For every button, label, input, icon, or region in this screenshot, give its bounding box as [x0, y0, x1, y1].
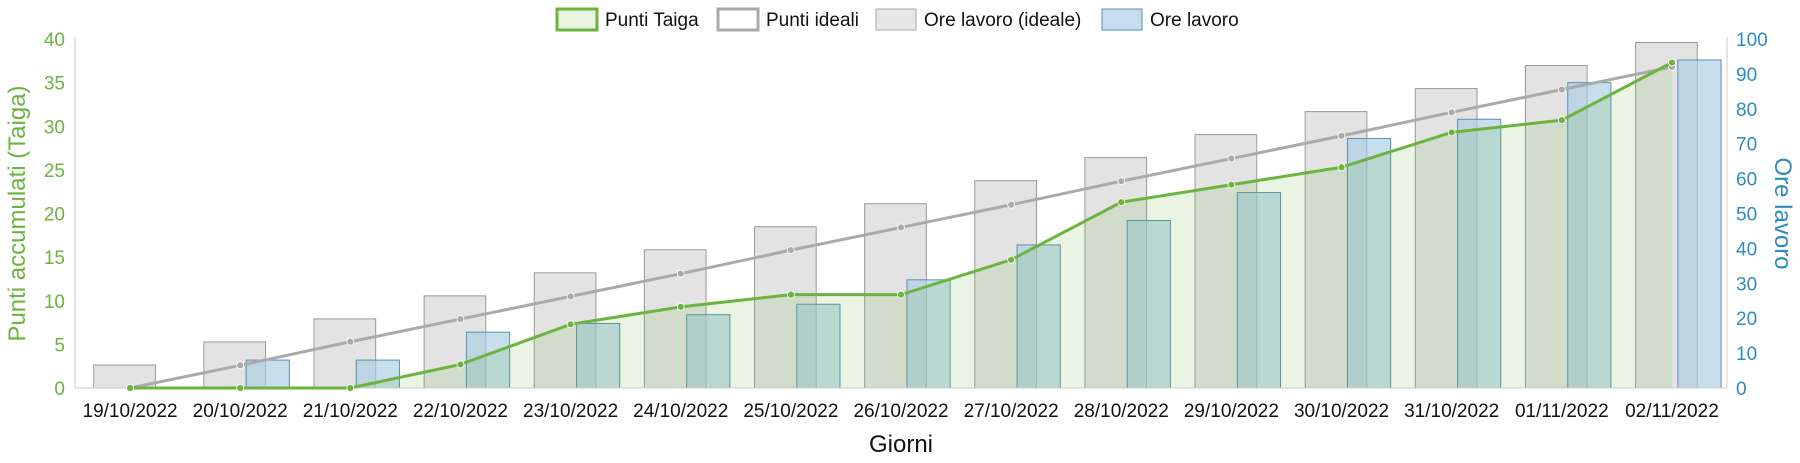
bar-ore-lavoro	[1457, 118, 1502, 389]
tick-label-x: 25/10/2022	[743, 401, 838, 422]
point-punti-ideali	[786, 246, 795, 255]
tick-label-left: 20	[44, 205, 65, 226]
tick-label-left: 25	[44, 161, 65, 182]
tick-label-left: 30	[44, 117, 65, 138]
point-punti-ideali	[1557, 85, 1566, 94]
bar-ore-lavoro	[686, 314, 731, 389]
tick-label-x: 29/10/2022	[1184, 401, 1279, 422]
tick-label-x: 21/10/2022	[303, 401, 398, 422]
tick-label-right: 100	[1736, 30, 1768, 51]
legend-swatch	[555, 7, 599, 32]
point-punti-taiga	[897, 290, 905, 299]
tick-label-left: 0	[54, 379, 65, 400]
tick-label-right: 40	[1736, 239, 1757, 260]
bar-ore-lavoro	[1016, 244, 1061, 389]
tick-label-x: 28/10/2022	[1074, 401, 1169, 422]
bar-ore-lavoro	[1346, 137, 1392, 389]
tick-label-right: 70	[1736, 135, 1757, 156]
point-punti-ideali	[1117, 177, 1126, 186]
tick-label-right: 80	[1736, 100, 1757, 121]
legend-swatch	[875, 8, 917, 31]
point-punti-taiga	[1557, 116, 1566, 125]
area-punti-taiga	[130, 62, 1672, 389]
point-punti-taiga	[236, 384, 245, 392]
point-punti-taiga	[1337, 163, 1346, 172]
point-punti-taiga	[126, 384, 134, 392]
tick-label-right: 50	[1736, 205, 1757, 226]
tick-label-x: 01/11/2022	[1515, 401, 1609, 422]
legend: Punti Taiga Punti ideali Ore lavoro (ideal…	[555, 7, 1239, 32]
tick-label-left: 40	[44, 30, 65, 51]
tick-label-left: 15	[44, 248, 65, 269]
bar-ore-lavoro	[796, 303, 841, 389]
bar-ore-lavoro	[245, 359, 290, 389]
tick-label-right: 60	[1736, 170, 1757, 191]
point-punti-taiga	[456, 360, 465, 369]
point-punti-taiga	[1007, 255, 1016, 264]
tick-label-x: 27/10/2022	[964, 401, 1059, 422]
point-punti-taiga	[346, 384, 355, 392]
tick-label-right: 90	[1736, 65, 1757, 86]
point-punti-ideali	[456, 315, 465, 323]
point-punti-ideali	[676, 269, 685, 278]
tick-label-x: 31/10/2022	[1404, 401, 1499, 422]
point-punti-ideali	[566, 292, 575, 301]
axes-layer: 0 5 10 15 20 25 30 35 40 0 10 20 30 40 50 60 70 80 90 100 19…	[4, 30, 1796, 458]
x-axis-title: Giorni	[869, 431, 933, 458]
area-layer	[130, 62, 1672, 389]
legend-label: Ore lavoro	[1150, 10, 1239, 31]
tick-label-x: 30/10/2022	[1294, 401, 1389, 422]
point-punti-taiga	[1117, 198, 1126, 207]
point-punti-ideali	[236, 361, 245, 370]
tick-label-left: 10	[44, 292, 65, 313]
point-punti-ideali	[1007, 200, 1016, 209]
bar-ore-lavoro	[576, 322, 621, 389]
point-punti-taiga	[566, 320, 575, 329]
tick-label-right: 10	[1736, 344, 1757, 365]
lines-layer	[126, 58, 1676, 392]
tick-label-x: 23/10/2022	[523, 401, 618, 422]
bar-ore-lavoro	[1126, 219, 1171, 389]
bar-ore-lavoro	[1236, 192, 1282, 389]
bar-ore-lavoro	[1677, 59, 1722, 389]
tick-label-x: 19/10/2022	[83, 401, 178, 422]
point-punti-taiga	[1227, 180, 1236, 189]
legend-label: Punti Taiga	[605, 10, 699, 31]
tick-label-x: 02/11/2022	[1625, 401, 1719, 422]
point-punti-ideali	[1447, 108, 1456, 117]
tick-label-left: 35	[44, 74, 65, 95]
point-punti-taiga	[786, 290, 795, 299]
point-punti-taiga	[676, 302, 685, 311]
tick-label-right: 30	[1736, 274, 1757, 295]
tick-label-right: 20	[1736, 309, 1757, 330]
tick-label-left: 5	[54, 335, 65, 356]
point-punti-taiga	[1668, 58, 1676, 67]
point-punti-ideali	[346, 337, 355, 346]
point-punti-taiga	[1447, 128, 1456, 137]
legend-swatch	[1101, 8, 1143, 31]
point-punti-ideali	[897, 223, 905, 232]
tick-label-x: 26/10/2022	[853, 401, 948, 422]
point-punti-ideali	[1227, 154, 1236, 163]
tick-label-right: 0	[1736, 379, 1747, 400]
tick-label-x: 24/10/2022	[633, 401, 728, 422]
tick-label-x: 22/10/2022	[413, 401, 508, 422]
tick-label-x: 20/10/2022	[193, 401, 288, 422]
point-punti-ideali	[1337, 131, 1346, 140]
bar-ore-lavoro	[906, 279, 951, 389]
y-axis-title-right: Ore lavoro	[1769, 157, 1796, 269]
legend-label: Ore lavoro (ideale)	[924, 10, 1081, 31]
bars-layer	[93, 41, 1722, 389]
legend-label: Punti ideali	[766, 10, 859, 31]
y-axis-title-left: Punti accumulati (Taiga)	[4, 85, 31, 341]
legend-swatch	[716, 7, 760, 32]
